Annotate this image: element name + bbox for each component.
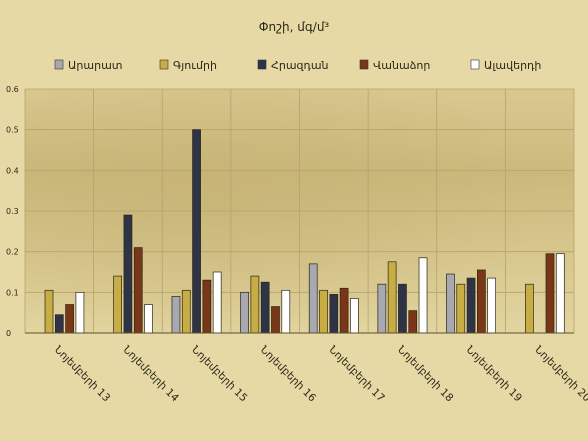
bar — [181, 289, 191, 334]
y-axis: 0 0.1 0.2 0.3 0.4 0.5 0.6 — [6, 85, 19, 338]
legend-swatch — [54, 59, 64, 70]
legend: Արարատ Գյումրի Հրազդան Վանաձոր Ալավերդի — [54, 59, 541, 72]
legend-item: Ալավերդի — [470, 59, 541, 72]
x-tick-label: Նոյեմբերի 17 — [326, 344, 387, 405]
legend-label: Վանաձոր — [373, 59, 430, 72]
bar — [350, 298, 359, 334]
bar — [308, 263, 318, 334]
bar — [65, 304, 74, 334]
x-tick-label: Նոյեմբերի 14 — [120, 344, 181, 405]
y-tick-label: 0.2 — [6, 248, 19, 257]
bar — [456, 283, 466, 334]
legend-swatch — [359, 59, 369, 70]
bar — [555, 253, 565, 334]
bar — [408, 310, 418, 334]
legend-item: Գյումրի — [159, 59, 217, 72]
bar — [54, 314, 64, 334]
bar — [144, 304, 153, 334]
bar — [202, 279, 212, 334]
legend-item: Արարատ — [54, 59, 123, 72]
bar — [133, 247, 143, 334]
gridlines — [24, 88, 575, 334]
bar — [377, 283, 387, 334]
y-tick-label: 0.6 — [6, 85, 19, 94]
legend-swatch — [470, 59, 480, 70]
legend-swatch — [159, 59, 169, 70]
y-tick-label: 0.3 — [6, 207, 19, 216]
bar — [113, 275, 122, 334]
bar — [339, 287, 349, 334]
bar — [545, 253, 555, 334]
x-tick-label: Նոյեմբերի 15 — [189, 344, 250, 405]
legend-label: Գյումրի — [173, 59, 217, 72]
legend-label: Հրազդան — [271, 59, 329, 72]
bar — [212, 271, 222, 334]
bar — [418, 257, 428, 334]
bars — [44, 129, 565, 334]
legend-item: Վանաձոր — [359, 59, 430, 72]
x-tick-label: Նոյեմբերի 16 — [258, 344, 319, 405]
bar — [466, 277, 476, 334]
x-tick-label: Նոյեմբերի 20 — [532, 344, 588, 405]
bar — [329, 294, 339, 334]
bar — [319, 289, 328, 334]
bar — [271, 306, 280, 334]
bar — [171, 296, 181, 334]
x-axis: Նոյեմբերի 13 Նոյեմբերի 14 Նոյեմբերի 15 Նոյե… — [25, 332, 588, 405]
bar — [75, 291, 85, 334]
bar — [477, 269, 486, 334]
bar — [281, 289, 291, 334]
chart-title: Փոշի, մգ/մ³ — [259, 20, 330, 34]
x-tick-label: Նոյեմբերի 19 — [463, 344, 524, 405]
y-tick-label: 0.4 — [6, 166, 19, 175]
bar — [487, 277, 497, 334]
legend-swatch — [257, 59, 267, 70]
legend-label: Արարատ — [68, 59, 123, 72]
bar — [387, 261, 397, 334]
bar — [192, 129, 201, 334]
bar — [123, 214, 133, 334]
bar — [446, 273, 455, 334]
bar — [398, 283, 407, 334]
y-tick-label: 0 — [6, 329, 11, 338]
legend-label: Ալավերդի — [484, 59, 541, 72]
bar — [44, 289, 54, 334]
bar — [525, 283, 534, 334]
bar — [240, 291, 249, 334]
x-tick-label: Նոյեմբերի 18 — [395, 344, 456, 405]
legend-item: Հրազդան — [257, 59, 329, 72]
bar — [250, 275, 260, 334]
x-tick-label: Նոյեմբերի 13 — [52, 344, 113, 405]
y-tick-label: 0.1 — [6, 288, 19, 297]
y-tick-label: 0.5 — [6, 126, 19, 135]
bar — [260, 281, 270, 334]
